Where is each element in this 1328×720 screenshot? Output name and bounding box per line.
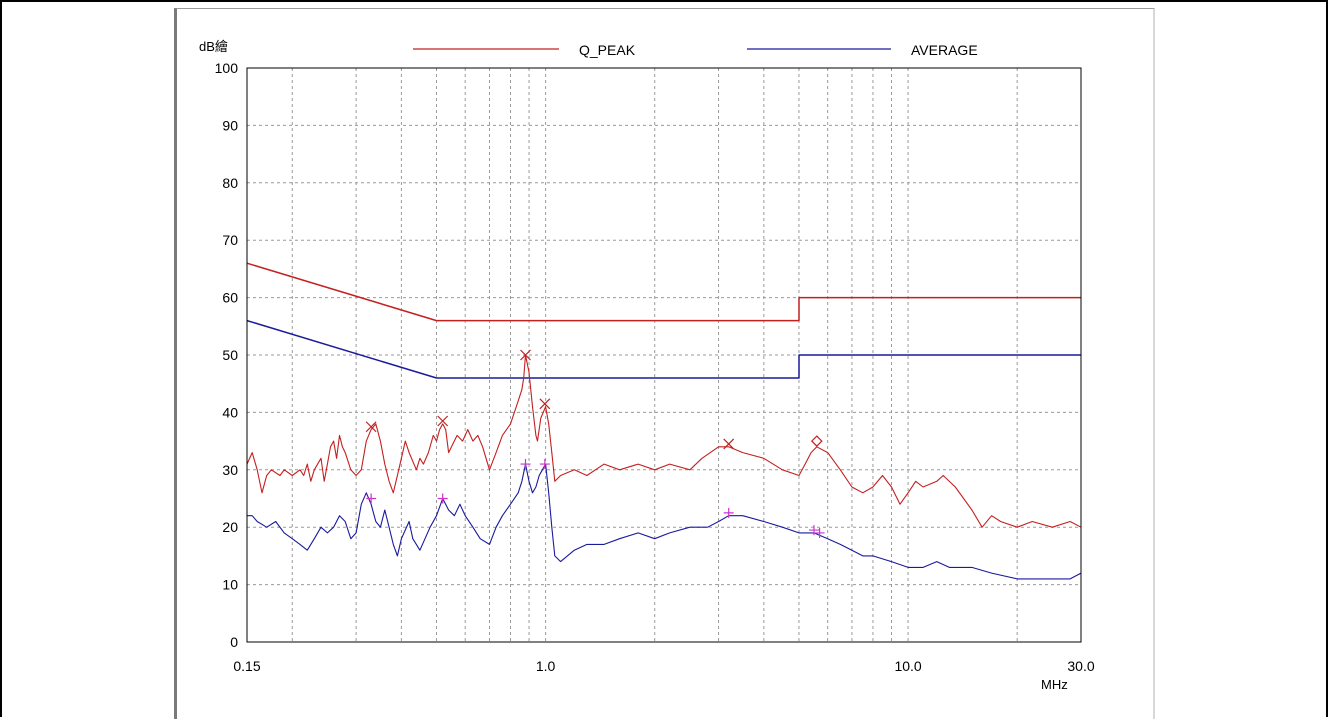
series-line-average bbox=[247, 463, 1082, 580]
series-line-qp-limit bbox=[246, 262, 1081, 322]
x-axis-ticks: 0.15 1.0 10.0 30.0 bbox=[233, 658, 1094, 674]
x-tick-label: 30.0 bbox=[1067, 658, 1094, 674]
y-tick-label: 0 bbox=[230, 634, 238, 650]
y-tick-label: 70 bbox=[222, 232, 238, 248]
y-tick-label: 30 bbox=[222, 462, 238, 478]
y-tick-label: 100 bbox=[215, 60, 239, 76]
y-axis-unit-label: dB繪 bbox=[199, 39, 228, 54]
y-tick-label: 90 bbox=[222, 117, 238, 133]
y-tick-label: 80 bbox=[222, 175, 238, 191]
x-tick-label: 10.0 bbox=[894, 658, 921, 674]
marker-plus bbox=[366, 493, 377, 504]
marker-x bbox=[520, 349, 531, 361]
y-tick-label: 10 bbox=[222, 577, 238, 593]
marker-x bbox=[437, 415, 449, 427]
marker-x bbox=[365, 421, 377, 433]
marker-x bbox=[723, 438, 735, 450]
y-tick-label: 40 bbox=[222, 404, 238, 420]
marker-diamond bbox=[810, 435, 823, 447]
marker-x bbox=[539, 398, 551, 410]
limit-lines bbox=[246, 262, 1081, 379]
legend-label: AVERAGE bbox=[911, 42, 978, 58]
plot-area-border bbox=[246, 67, 1082, 643]
y-tick-label: 60 bbox=[222, 290, 238, 306]
y-tick-label: 20 bbox=[222, 519, 238, 535]
marker-plus bbox=[539, 459, 550, 470]
series-line-av-limit bbox=[246, 319, 1081, 379]
x-axis-unit-label: MHz bbox=[1041, 677, 1068, 692]
marker-plus bbox=[520, 459, 531, 470]
legend: Q_PEAK AVERAGE bbox=[413, 42, 978, 58]
marker-plus bbox=[808, 525, 819, 536]
markers bbox=[365, 349, 825, 538]
x-tick-label: 0.15 bbox=[233, 658, 260, 674]
traces bbox=[246, 354, 1082, 580]
y-tick-label: 50 bbox=[222, 347, 238, 363]
legend-label: Q_PEAK bbox=[579, 42, 636, 58]
x-tick-label: 1.0 bbox=[536, 658, 556, 674]
marker-plus bbox=[437, 493, 448, 504]
marker-plus bbox=[723, 507, 734, 518]
grid bbox=[247, 68, 1081, 642]
y-axis-ticks: 0 10 20 30 40 50 60 70 80 90 100 bbox=[215, 60, 239, 650]
marker-plus bbox=[814, 527, 825, 538]
chart-panel: 0 10 20 30 40 50 60 70 80 90 100 0.15 1.0 10.0 30.0 d… bbox=[174, 8, 1155, 719]
series-line-q-peak bbox=[246, 354, 1082, 528]
emission-chart: 0 10 20 30 40 50 60 70 80 90 100 0.15 1.0 10.0 30.0 d… bbox=[199, 39, 1095, 692]
